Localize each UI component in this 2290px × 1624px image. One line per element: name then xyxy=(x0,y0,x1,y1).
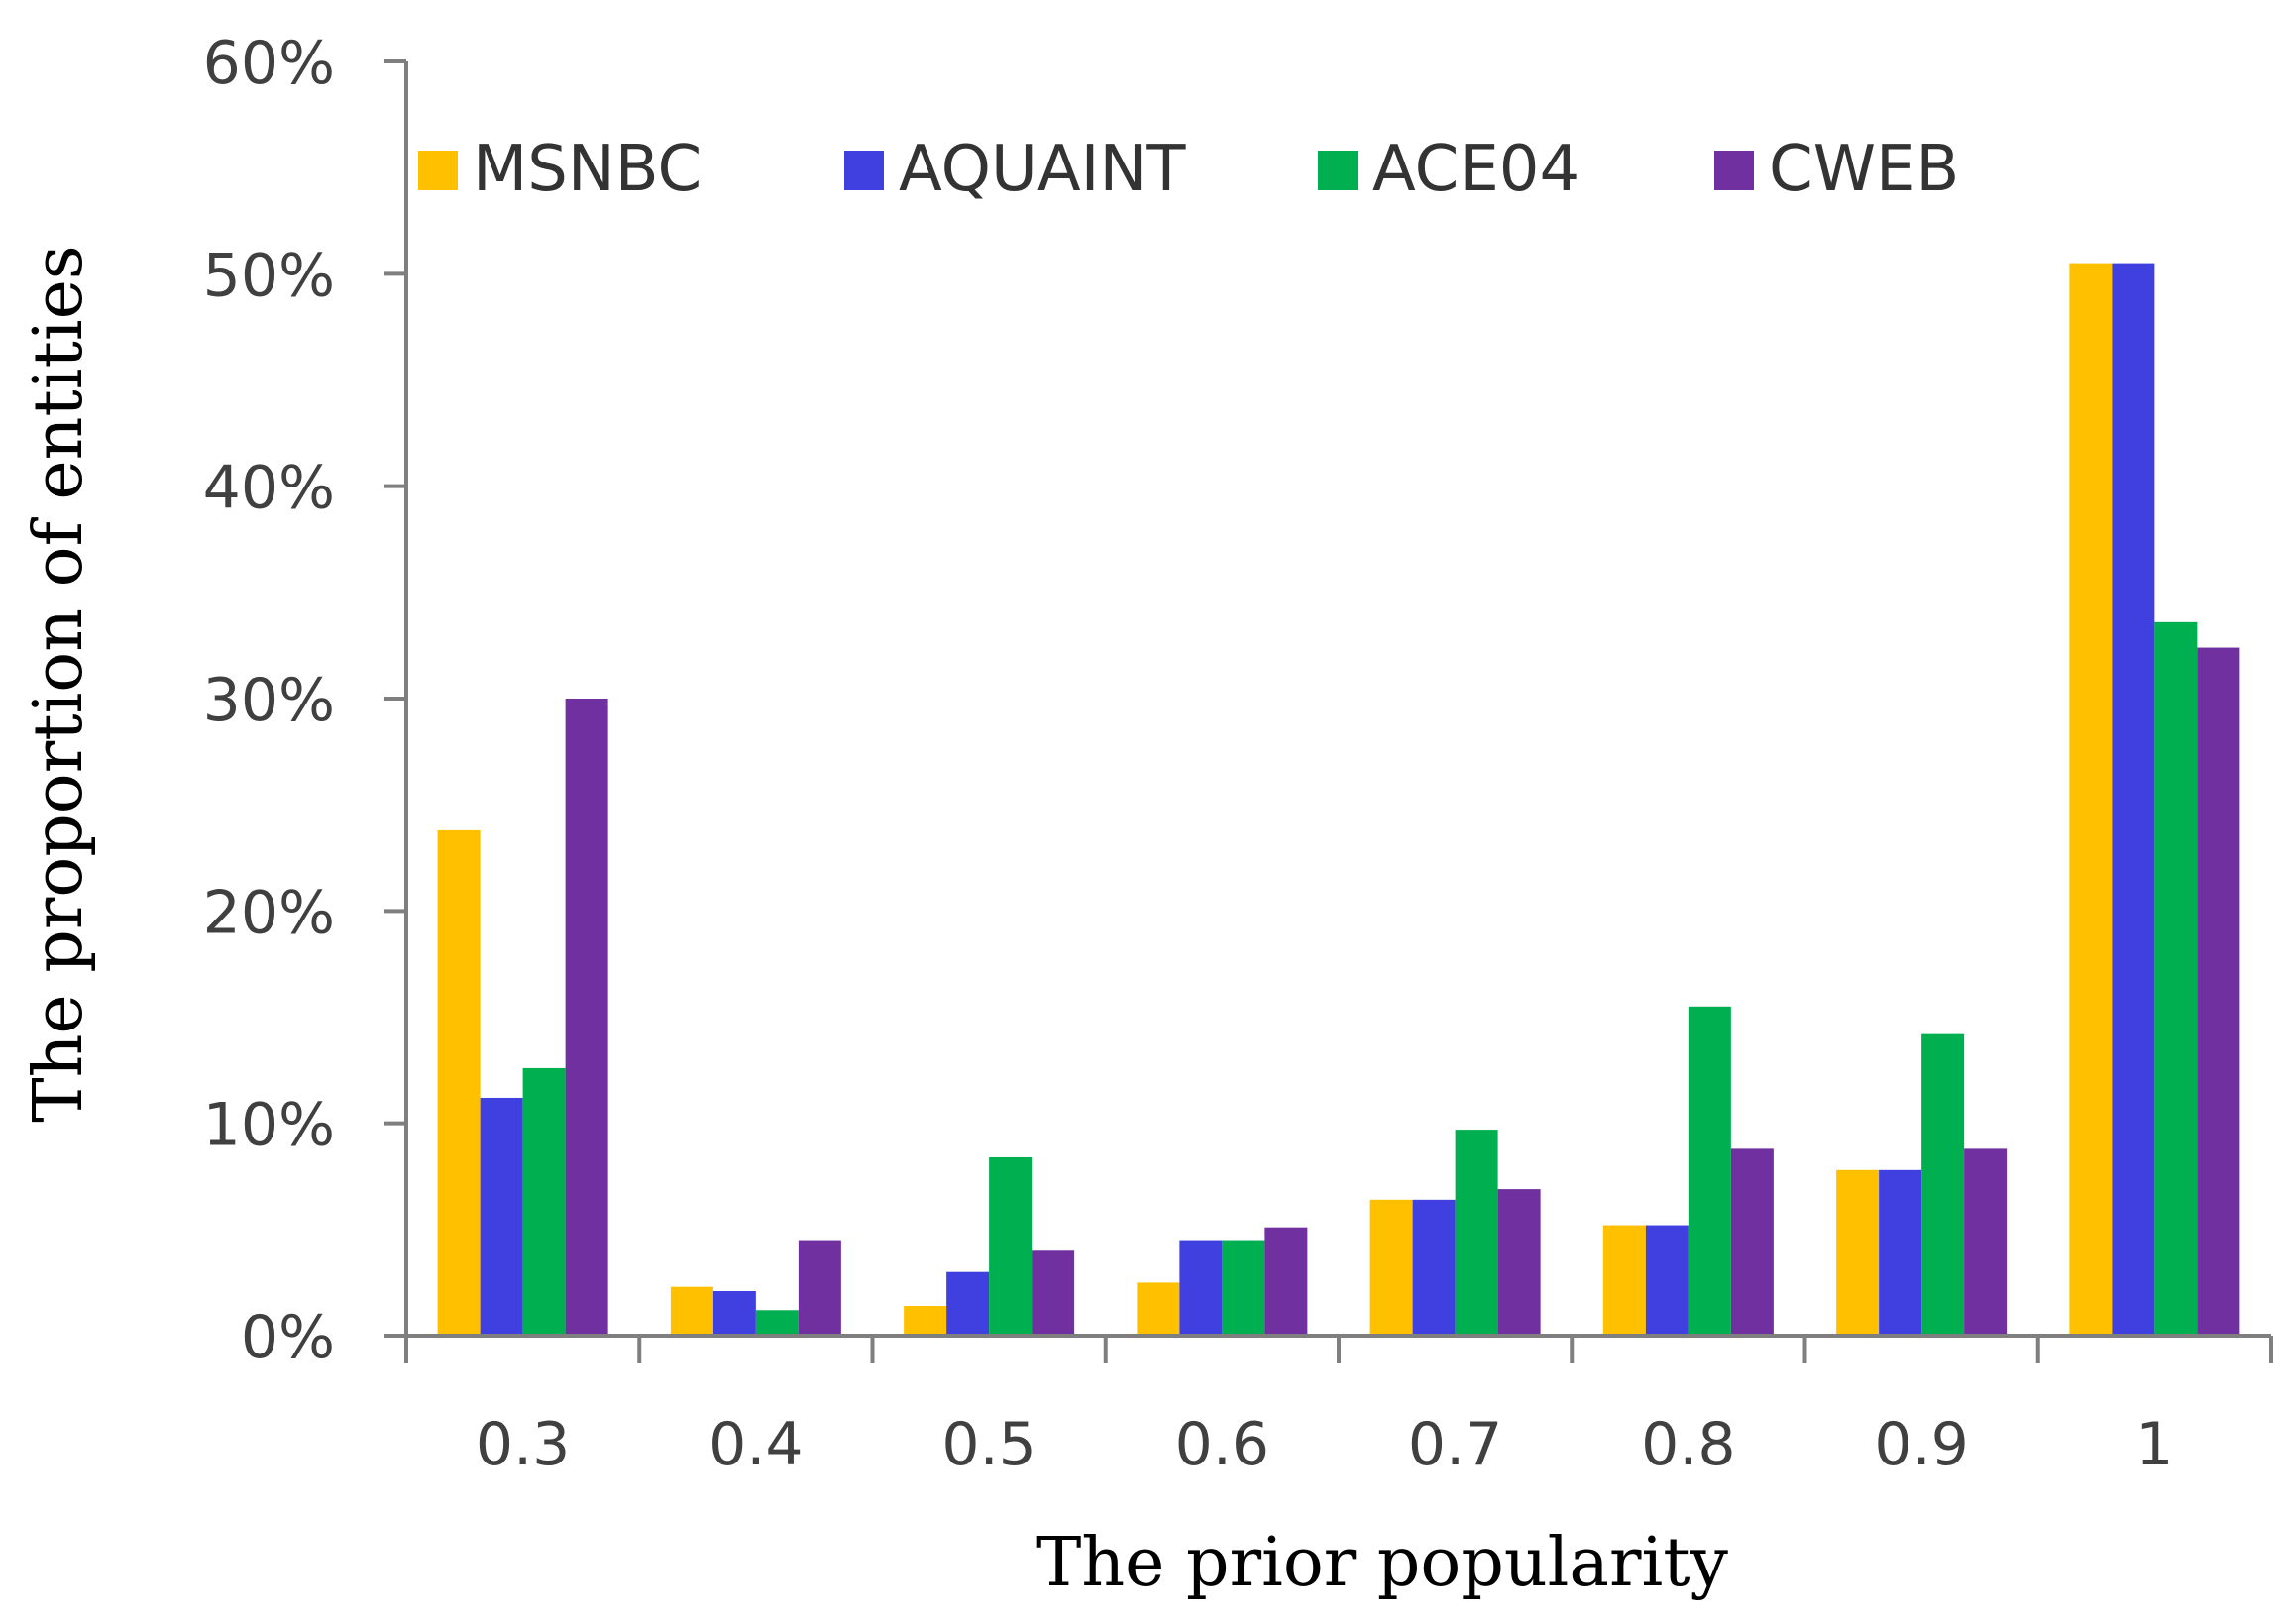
x-tick-label: 0.4 xyxy=(709,1410,803,1479)
bar-ace04-0.5 xyxy=(989,1156,1033,1336)
legend-label-aquaint: AQUAINT xyxy=(899,133,1186,206)
y-axis-title: The proportion of entities xyxy=(20,245,98,1122)
bar-ace04-0.3 xyxy=(522,1067,566,1336)
legend-label-ace04: ACE04 xyxy=(1372,133,1580,206)
legend-swatch-aquaint xyxy=(844,151,884,190)
bar-aquaint-0.3 xyxy=(480,1097,523,1336)
x-tick-label: 0.7 xyxy=(1408,1410,1502,1479)
bar-ace04-1 xyxy=(2154,621,2198,1336)
bar-aquaint-1 xyxy=(2112,263,2155,1336)
legend-swatch-msnbc xyxy=(418,151,458,190)
y-tick-label: 10% xyxy=(203,1091,335,1160)
legend-label-msnbc: MSNBC xyxy=(473,133,702,206)
bar-cweb-1 xyxy=(2197,647,2240,1336)
bar-msnbc-1 xyxy=(2069,263,2113,1336)
x-tick-label: 1 xyxy=(2135,1410,2173,1479)
y-ticks: 0% 10% 20% 30% 40% 50% 60% xyxy=(203,29,406,1372)
x-tick-label: 0.9 xyxy=(1874,1410,1968,1479)
y-tick-label: 40% xyxy=(203,454,335,523)
bar-group xyxy=(437,263,2240,1336)
bar-cweb-0.7 xyxy=(1497,1189,1541,1336)
bar-aquaint-0.9 xyxy=(1879,1169,1922,1336)
bar-aquaint-0.4 xyxy=(712,1290,756,1336)
y-tick-label: 30% xyxy=(203,666,335,735)
legend: MSNBC AQUAINT ACE04 CWEB xyxy=(418,133,1959,206)
bar-aquaint-0.7 xyxy=(1412,1199,1456,1336)
bar-msnbc-0.3 xyxy=(437,829,481,1336)
bar-msnbc-0.6 xyxy=(1137,1282,1180,1336)
y-tick-label: 0% xyxy=(241,1303,335,1372)
bar-ace04-0.6 xyxy=(1222,1240,1265,1336)
legend-swatch-ace04 xyxy=(1318,151,1358,190)
y-tick-label: 50% xyxy=(203,241,335,310)
bar-cweb-0.9 xyxy=(1964,1148,2008,1336)
legend-label-cweb: CWEB xyxy=(1769,133,1959,206)
x-ticks: 0.3 0.4 0.5 0.6 0.7 0.8 0.9 1 xyxy=(404,1336,2273,1479)
x-tick-label: 0.6 xyxy=(1175,1410,1269,1479)
bar-msnbc-0.9 xyxy=(1836,1169,1880,1336)
x-tick-label: 0.3 xyxy=(476,1410,570,1479)
bar-aquaint-0.8 xyxy=(1645,1225,1689,1336)
legend-swatch-cweb xyxy=(1714,151,1754,190)
x-axis-title: The prior popularity xyxy=(1036,1524,1729,1602)
bar-cweb-0.4 xyxy=(798,1240,841,1336)
bar-ace04-0.8 xyxy=(1688,1006,1731,1336)
bar-cweb-0.5 xyxy=(1032,1250,1075,1336)
bar-aquaint-0.6 xyxy=(1179,1240,1223,1336)
bar-aquaint-0.5 xyxy=(946,1271,990,1336)
bar-ace04-0.4 xyxy=(755,1310,799,1336)
bar-cweb-0.6 xyxy=(1264,1227,1308,1336)
bar-msnbc-0.5 xyxy=(904,1305,947,1336)
y-tick-label: 60% xyxy=(203,29,335,98)
bar-ace04-0.7 xyxy=(1455,1130,1498,1336)
x-tick-label: 0.8 xyxy=(1641,1410,1735,1479)
bar-msnbc-0.8 xyxy=(1602,1225,1646,1336)
bar-cweb-0.3 xyxy=(565,699,608,1336)
bar-ace04-0.9 xyxy=(1921,1033,1965,1336)
bar-msnbc-0.7 xyxy=(1369,1199,1413,1336)
x-tick-label: 0.5 xyxy=(941,1410,1036,1479)
y-tick-label: 20% xyxy=(203,878,335,947)
bar-msnbc-0.4 xyxy=(670,1286,713,1336)
bar-cweb-0.8 xyxy=(1730,1148,1774,1336)
